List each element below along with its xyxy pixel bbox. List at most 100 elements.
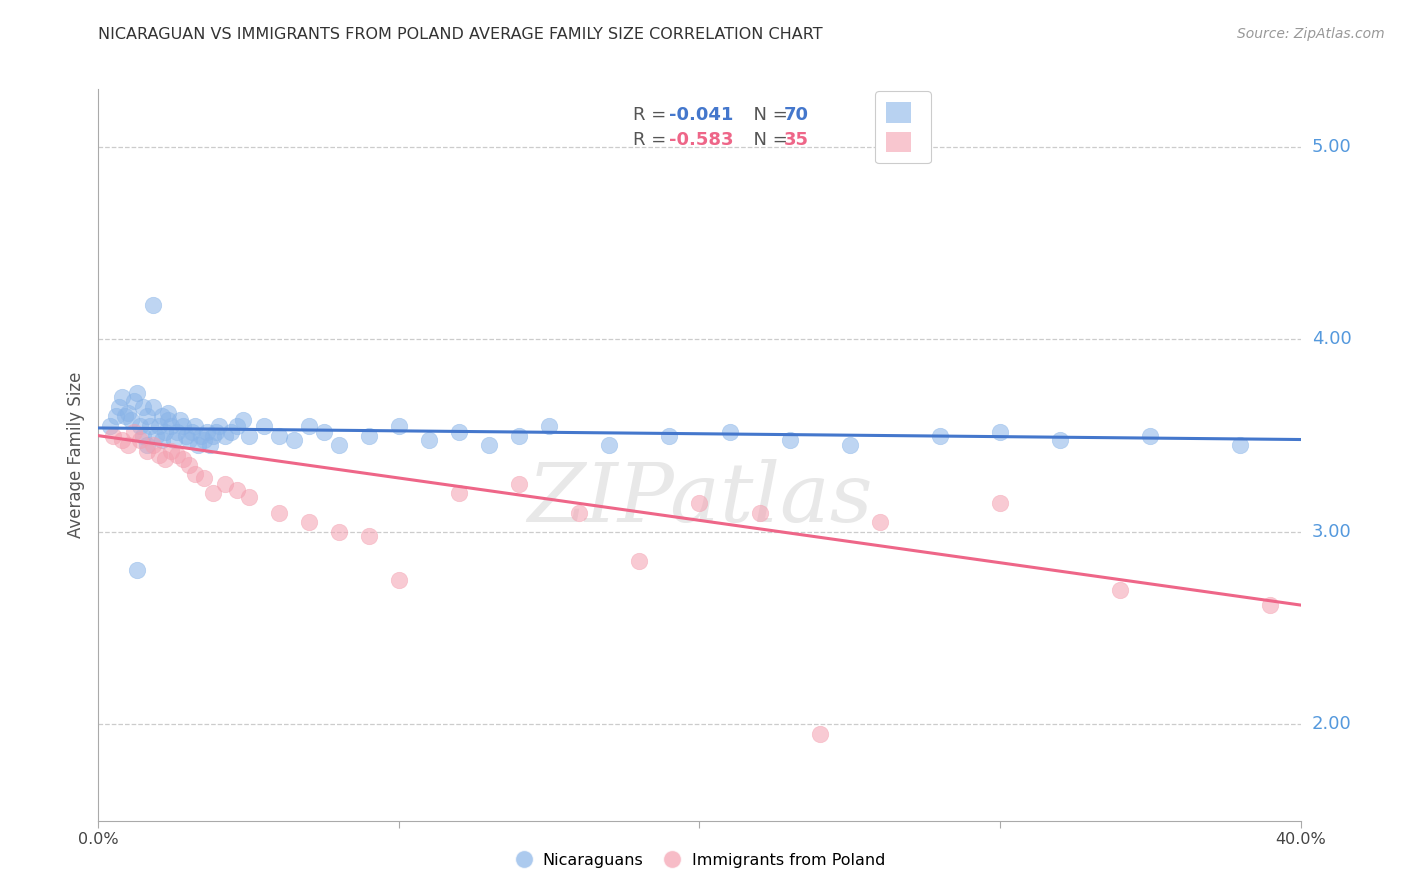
Point xyxy=(121,413,143,427)
Point xyxy=(208,419,231,434)
Point xyxy=(658,428,681,442)
Point xyxy=(183,419,205,434)
Point xyxy=(177,458,200,472)
Point xyxy=(124,394,146,409)
Point xyxy=(156,413,179,427)
Y-axis label: Average Family Size: Average Family Size xyxy=(66,372,84,538)
Text: NICARAGUAN VS IMMIGRANTS FROM POLAND AVERAGE FAMILY SIZE CORRELATION CHART: NICARAGUAN VS IMMIGRANTS FROM POLAND AVE… xyxy=(98,27,823,42)
Point xyxy=(232,413,254,427)
Point xyxy=(1109,582,1132,597)
Point xyxy=(132,428,155,442)
Point xyxy=(129,419,152,434)
Point xyxy=(328,438,350,452)
Point xyxy=(312,425,335,439)
Point xyxy=(869,516,891,530)
Point xyxy=(162,433,184,447)
Point xyxy=(201,428,224,442)
Text: N =: N = xyxy=(741,106,793,124)
Point xyxy=(253,419,276,434)
Point xyxy=(105,409,128,424)
Point xyxy=(127,563,149,577)
Point xyxy=(328,524,350,539)
Point xyxy=(628,554,651,568)
Point xyxy=(172,451,194,466)
Point xyxy=(108,400,131,414)
Point xyxy=(177,433,200,447)
Point xyxy=(447,425,470,439)
Point xyxy=(159,419,181,434)
Point xyxy=(187,438,209,452)
Point xyxy=(538,419,561,434)
Point xyxy=(193,471,215,485)
Point xyxy=(267,428,290,442)
Point xyxy=(166,448,188,462)
Text: ZIPatlas: ZIPatlas xyxy=(527,458,872,539)
Text: 3.00: 3.00 xyxy=(1312,523,1351,541)
Point xyxy=(388,419,411,434)
Point xyxy=(169,413,191,427)
Point xyxy=(357,529,380,543)
Point xyxy=(1260,598,1282,612)
Point xyxy=(1139,428,1161,442)
Point xyxy=(156,406,179,420)
Point xyxy=(141,400,163,414)
Point xyxy=(718,425,741,439)
Point xyxy=(193,433,215,447)
Point xyxy=(183,467,205,482)
Point xyxy=(198,438,221,452)
Point xyxy=(153,425,176,439)
Point xyxy=(124,425,146,439)
Text: N =: N = xyxy=(741,131,793,149)
Point xyxy=(135,409,157,424)
Point xyxy=(150,409,173,424)
Point xyxy=(238,490,260,504)
Point xyxy=(1229,438,1251,452)
Point xyxy=(132,400,155,414)
Point xyxy=(447,486,470,500)
Point xyxy=(111,390,134,404)
Point xyxy=(117,406,139,420)
Point xyxy=(180,425,202,439)
Point xyxy=(214,476,236,491)
Point xyxy=(135,438,157,452)
Point xyxy=(688,496,710,510)
Text: -0.041: -0.041 xyxy=(669,106,734,124)
Text: 4.00: 4.00 xyxy=(1312,330,1351,349)
Point xyxy=(117,438,139,452)
Point xyxy=(204,425,226,439)
Point xyxy=(298,419,321,434)
Point xyxy=(748,506,770,520)
Point xyxy=(166,425,188,439)
Point xyxy=(138,419,160,434)
Text: Source: ZipAtlas.com: Source: ZipAtlas.com xyxy=(1237,27,1385,41)
Point xyxy=(478,438,501,452)
Point xyxy=(238,428,260,442)
Point xyxy=(141,438,163,452)
Text: 35: 35 xyxy=(783,131,808,149)
Text: 70: 70 xyxy=(783,106,808,124)
Point xyxy=(838,438,860,452)
Point xyxy=(148,419,170,434)
Point xyxy=(103,428,125,442)
Point xyxy=(100,419,122,434)
Point xyxy=(114,409,136,424)
Text: -0.583: -0.583 xyxy=(669,131,734,149)
Point xyxy=(150,433,173,447)
Point xyxy=(267,506,290,520)
Point xyxy=(190,428,212,442)
Point xyxy=(214,428,236,442)
Point xyxy=(508,476,530,491)
Point xyxy=(283,433,305,447)
Point xyxy=(779,433,801,447)
Point xyxy=(388,573,411,587)
Point xyxy=(418,433,440,447)
Point xyxy=(159,444,181,458)
Point xyxy=(508,428,530,442)
Text: R =: R = xyxy=(633,131,672,149)
Point xyxy=(988,425,1011,439)
Point xyxy=(1049,433,1071,447)
Point xyxy=(219,425,242,439)
Point xyxy=(225,483,247,497)
Legend: Nicaraguans, Immigrants from Poland: Nicaraguans, Immigrants from Poland xyxy=(508,846,891,875)
Point xyxy=(141,298,163,312)
